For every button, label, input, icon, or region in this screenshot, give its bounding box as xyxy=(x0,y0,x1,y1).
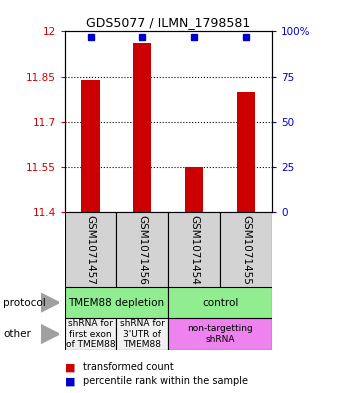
Bar xyxy=(116,318,168,350)
Bar xyxy=(237,92,255,212)
Text: ■: ■ xyxy=(65,376,75,386)
Bar xyxy=(185,167,203,212)
Text: shRNA for
first exon
of TMEM88: shRNA for first exon of TMEM88 xyxy=(66,319,115,349)
Text: GSM1071455: GSM1071455 xyxy=(241,215,251,285)
Text: control: control xyxy=(202,298,238,308)
Text: shRNA for
3'UTR of
TMEM88: shRNA for 3'UTR of TMEM88 xyxy=(120,319,165,349)
Polygon shape xyxy=(41,325,60,343)
Bar xyxy=(133,44,151,212)
Text: GSM1071456: GSM1071456 xyxy=(137,215,147,285)
Bar xyxy=(168,212,220,287)
Text: GSM1071457: GSM1071457 xyxy=(86,215,96,285)
Title: GDS5077 / ILMN_1798581: GDS5077 / ILMN_1798581 xyxy=(86,16,251,29)
Text: transformed count: transformed count xyxy=(83,362,174,373)
Text: other: other xyxy=(3,329,31,339)
Polygon shape xyxy=(41,293,60,312)
Text: non-targetting
shRNA: non-targetting shRNA xyxy=(187,324,253,344)
Text: TMEM88 depletion: TMEM88 depletion xyxy=(68,298,165,308)
Bar xyxy=(65,287,168,318)
Bar xyxy=(168,318,272,350)
Bar xyxy=(168,287,272,318)
Text: percentile rank within the sample: percentile rank within the sample xyxy=(83,376,248,386)
Bar xyxy=(220,212,272,287)
Text: protocol: protocol xyxy=(3,298,46,308)
Text: ■: ■ xyxy=(65,362,75,373)
Bar xyxy=(65,212,116,287)
Bar xyxy=(82,80,100,212)
Bar xyxy=(65,318,116,350)
Bar xyxy=(116,212,168,287)
Text: GSM1071454: GSM1071454 xyxy=(189,215,199,285)
